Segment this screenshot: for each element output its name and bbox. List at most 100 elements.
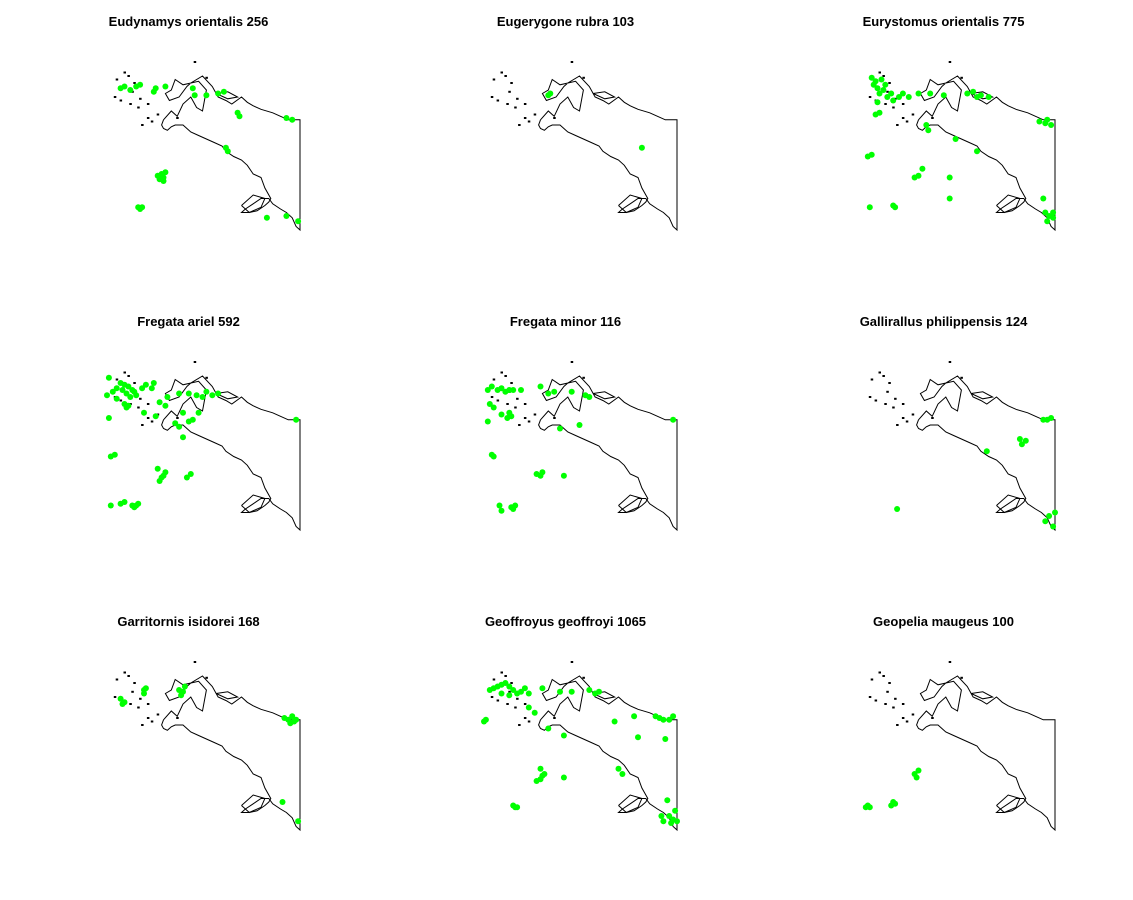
occurrence-point (1042, 209, 1049, 216)
occurrence-point (518, 688, 524, 695)
islet (131, 690, 134, 693)
island-outline (618, 794, 643, 814)
islet (888, 382, 891, 384)
occurrence-point (180, 434, 186, 441)
occurrence-point (113, 385, 120, 392)
mainland-outline (161, 375, 301, 532)
occurrence-point (923, 122, 930, 128)
occurrence-point (139, 385, 146, 392)
occurrence-point (525, 690, 532, 697)
occurrence-point (888, 90, 895, 97)
occurrence-points (894, 415, 1058, 530)
island-outline (970, 691, 995, 700)
coastline (490, 361, 678, 532)
occurrence-points (864, 74, 1057, 225)
occurrence-point (142, 381, 149, 388)
occurrence-point (946, 174, 953, 181)
occurrence-point (236, 113, 243, 120)
islet (570, 61, 574, 63)
occurrence-point (498, 385, 505, 392)
occurrence-point (537, 765, 544, 772)
occurrence-point (892, 204, 899, 211)
occurrence-point (183, 474, 190, 481)
island-outline (215, 391, 240, 400)
occurrence-point (874, 99, 881, 106)
occurrence-point (220, 88, 227, 95)
islet (176, 717, 179, 719)
occurrence-point (162, 169, 169, 176)
facet-title: Eurystomus orientalis 775 (862, 14, 1025, 29)
occurrence-point (160, 174, 167, 181)
islet (518, 424, 521, 426)
occurrence-point (894, 506, 901, 512)
occurrence-point (263, 214, 270, 221)
islet (119, 99, 123, 102)
occurrence-point (866, 204, 873, 211)
occurrence-point (498, 690, 505, 697)
occurrence-point (545, 725, 552, 732)
islet (892, 406, 895, 409)
islet (146, 103, 150, 105)
occurrence-point (195, 409, 202, 416)
occurrence-point (658, 813, 665, 819)
occurrence-point (670, 713, 677, 720)
occurrence-point (872, 78, 879, 85)
occurrence-point (279, 799, 286, 805)
islet (948, 661, 952, 663)
occurrence-point (172, 420, 179, 427)
islet (570, 661, 574, 663)
facet-title: Geopelia maugeus 100 (873, 614, 1014, 629)
islet (582, 376, 585, 379)
islet (146, 403, 150, 405)
islet (146, 717, 150, 719)
facet-title: Fregata ariel 592 (137, 314, 240, 329)
occurrence-point (125, 383, 132, 390)
map-plot (490, 61, 678, 232)
occurrence-point (1050, 214, 1057, 221)
occurrence-point (490, 453, 497, 460)
occurrence-point (293, 416, 300, 423)
islet (518, 124, 521, 126)
islet (510, 82, 513, 84)
occurrence-point (121, 83, 128, 90)
islet (570, 361, 574, 363)
islet (874, 399, 878, 402)
islet (901, 417, 905, 419)
facet-title: Eugerygone rubra 103 (496, 14, 635, 29)
occurrence-point (1050, 523, 1057, 530)
occurrence-point (1048, 122, 1055, 128)
mainland-outline (916, 675, 1056, 832)
occurrence-point (872, 111, 879, 118)
occurrence-point (619, 771, 626, 777)
islet (141, 424, 144, 426)
occurrence-point (141, 409, 147, 416)
occurrence-point (152, 85, 159, 92)
island-outline (241, 494, 266, 514)
islet (901, 403, 905, 405)
islet (133, 82, 136, 84)
occurrence-point (162, 402, 169, 409)
islet (133, 382, 136, 384)
occurrence-point (660, 818, 667, 825)
islet (894, 397, 897, 400)
islet (516, 697, 519, 700)
islet (868, 96, 872, 98)
occurrence-point (484, 387, 491, 393)
islet (553, 717, 556, 719)
occurrence-point (892, 800, 899, 807)
occurrence-point (1050, 209, 1057, 216)
occurrence-point (662, 736, 669, 742)
islet (123, 371, 126, 374)
islet (119, 399, 123, 402)
occurrence-point (1040, 195, 1047, 202)
facet-title: Gallirallus philippensis 124 (859, 314, 1028, 329)
islet (911, 113, 915, 116)
islet (506, 103, 509, 105)
islet (931, 117, 934, 119)
occurrence-point (209, 392, 216, 399)
islet (504, 75, 507, 77)
map-plot (484, 361, 678, 532)
islet (510, 382, 513, 384)
islet (133, 682, 136, 684)
islet (886, 390, 889, 393)
